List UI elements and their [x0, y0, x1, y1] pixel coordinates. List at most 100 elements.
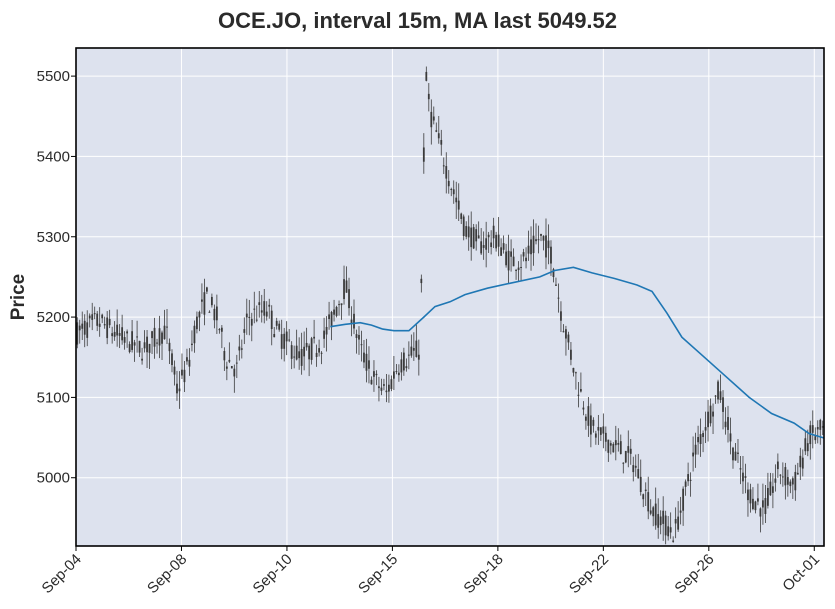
candle-body	[460, 213, 463, 219]
candle-body	[225, 366, 228, 369]
x-tick-label: Sep-22	[566, 551, 612, 597]
candle-body	[697, 437, 699, 443]
candle-body	[525, 257, 527, 262]
candle-body	[405, 366, 408, 369]
candle-body	[148, 343, 151, 353]
candle-body	[345, 280, 348, 293]
candle-body	[136, 336, 138, 338]
candle-body	[295, 345, 298, 360]
candle-body	[599, 427, 602, 435]
candle-body	[111, 333, 114, 337]
candle-body	[540, 233, 542, 236]
candle-body	[754, 501, 757, 511]
candle-body	[801, 457, 804, 469]
candle-body	[535, 239, 537, 242]
candle-body	[368, 360, 370, 369]
candle-body	[557, 297, 560, 299]
candle-body	[338, 304, 340, 306]
candle-body	[93, 313, 96, 315]
candle-body	[168, 342, 171, 352]
candle-body	[196, 316, 198, 330]
candle-body	[547, 240, 550, 249]
candle-body	[747, 489, 749, 501]
x-tick-label: Sep-10	[250, 551, 296, 597]
candle-body	[577, 394, 580, 396]
candle-body	[614, 440, 617, 446]
candle-body	[542, 235, 545, 241]
candle-body	[490, 242, 493, 247]
candle-body	[537, 239, 540, 241]
candle-body	[126, 331, 129, 334]
candle-body	[672, 540, 675, 542]
candle-body	[188, 359, 191, 367]
candle-body	[250, 318, 253, 326]
candle-body	[764, 498, 767, 514]
candle-body	[644, 489, 647, 492]
candle-body	[395, 371, 398, 373]
candle-body	[724, 421, 727, 428]
candle-body	[679, 510, 682, 513]
candle-body	[791, 478, 794, 485]
candle-body	[255, 319, 258, 321]
candle-body	[477, 235, 480, 239]
candle-body	[427, 93, 430, 100]
candle-body	[343, 279, 345, 300]
candles	[76, 66, 824, 545]
x-tick-label: Sep-04	[39, 551, 85, 597]
candle-body	[348, 289, 350, 309]
candle-body	[555, 284, 557, 286]
candle-body	[794, 471, 797, 491]
candle-body	[757, 498, 759, 502]
candle-body	[562, 331, 565, 333]
candle-body	[804, 438, 807, 452]
candle-body	[762, 500, 764, 508]
candle-body	[370, 379, 373, 385]
candle-body	[602, 426, 605, 434]
candle-body	[101, 314, 104, 319]
plot-area	[76, 48, 824, 546]
candle-body	[238, 346, 241, 351]
candle-body	[265, 311, 268, 317]
candle-body	[642, 494, 645, 500]
candle-body	[108, 318, 111, 326]
candle-body	[400, 359, 403, 373]
candle-body	[744, 476, 747, 478]
y-axis-label: Price	[8, 274, 29, 320]
candle-body	[375, 373, 378, 376]
plot-frame	[75, 47, 825, 547]
candle-body	[116, 324, 119, 336]
candle-body	[659, 516, 662, 526]
candle-body	[325, 326, 328, 335]
candle-body	[186, 357, 188, 362]
candle-body	[178, 388, 181, 392]
candle-body	[749, 489, 752, 504]
candle-body	[789, 481, 792, 487]
candle-body	[742, 472, 744, 482]
candle-body	[98, 323, 101, 327]
candle-body	[318, 348, 320, 353]
candle-body	[734, 451, 737, 461]
candle-body	[380, 387, 383, 391]
candle-body	[143, 342, 146, 349]
candle-body	[131, 331, 133, 350]
candle-body	[786, 477, 789, 485]
candle-body	[667, 526, 670, 537]
candle-body	[383, 384, 385, 386]
candle-body	[517, 267, 520, 271]
candle-body	[634, 465, 637, 468]
candle-body	[709, 405, 712, 424]
candle-body	[153, 327, 156, 347]
candle-body	[310, 338, 313, 360]
candle-body	[732, 447, 734, 461]
x-tick-label: Oct-01	[779, 551, 823, 595]
candle-body	[218, 329, 221, 331]
candle-body	[500, 247, 503, 256]
candle-body	[522, 252, 525, 257]
candle-body	[677, 516, 680, 530]
candle-body	[208, 311, 211, 313]
candle-body	[201, 299, 203, 302]
candle-body	[158, 328, 161, 346]
candle-body	[193, 325, 196, 344]
candle-body	[737, 452, 739, 454]
candle-body	[285, 331, 288, 342]
